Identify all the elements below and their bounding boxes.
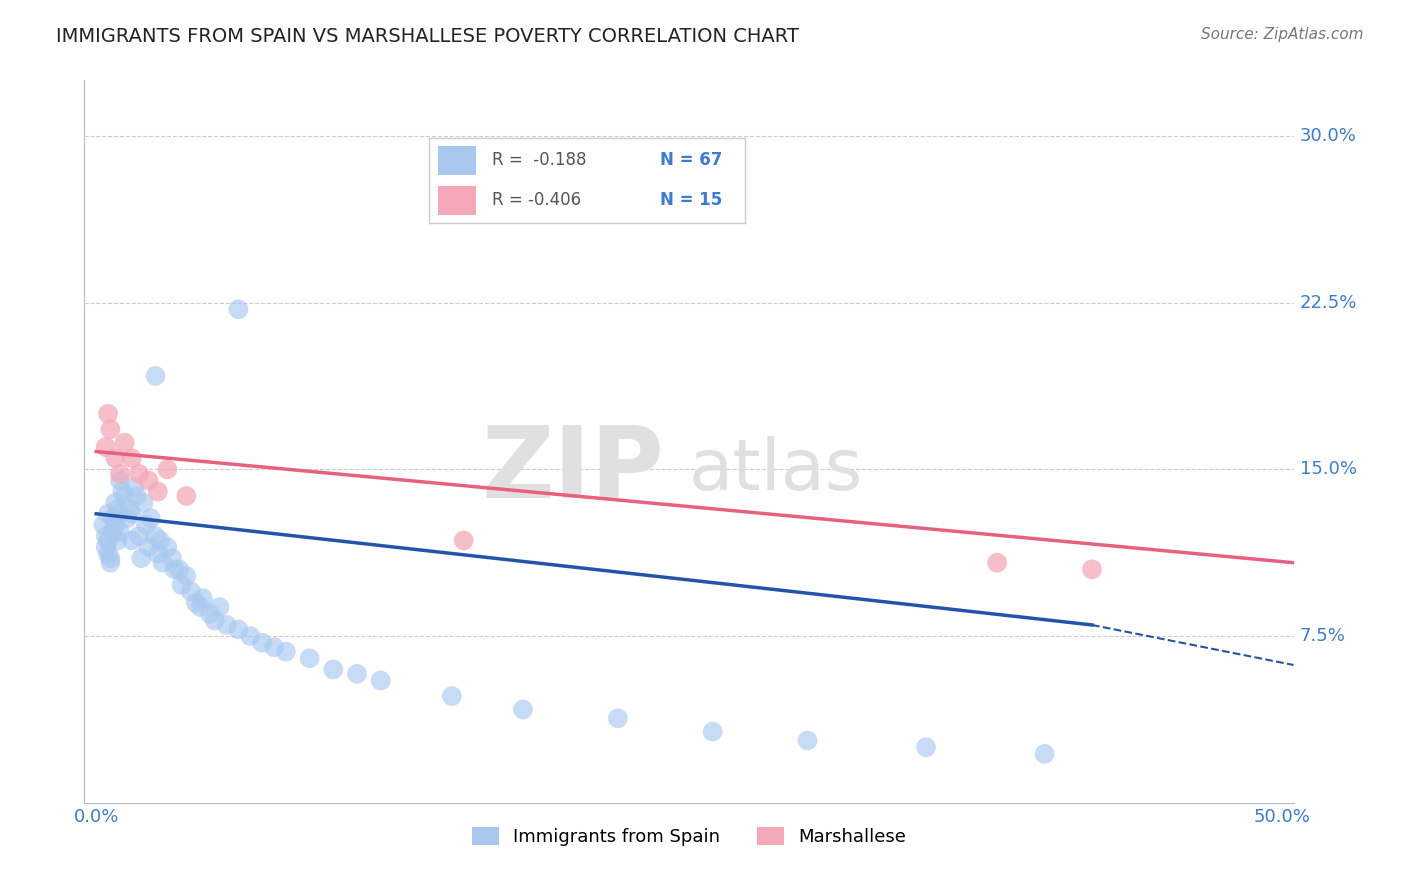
Text: R = -0.406: R = -0.406 bbox=[492, 191, 581, 209]
Point bbox=[101, 524, 124, 539]
Point bbox=[132, 496, 155, 510]
Point bbox=[108, 467, 131, 481]
Bar bbox=[439, 186, 477, 214]
Point bbox=[100, 551, 122, 566]
Point bbox=[239, 629, 262, 643]
Point bbox=[184, 596, 207, 610]
Point bbox=[440, 689, 463, 703]
Point bbox=[94, 540, 117, 554]
Point bbox=[250, 636, 273, 650]
Point bbox=[274, 645, 297, 659]
Point bbox=[107, 533, 129, 548]
Point bbox=[146, 484, 169, 499]
Text: Source: ZipAtlas.com: Source: ZipAtlas.com bbox=[1201, 27, 1364, 42]
Point bbox=[146, 547, 169, 561]
Point bbox=[104, 517, 127, 532]
Point bbox=[128, 467, 150, 481]
Point bbox=[152, 556, 174, 570]
Text: ZIP: ZIP bbox=[482, 422, 665, 519]
Point bbox=[453, 533, 475, 548]
Point bbox=[1033, 747, 1056, 761]
Point bbox=[91, 517, 114, 532]
Point bbox=[228, 623, 250, 637]
Point bbox=[163, 562, 186, 576]
Point bbox=[135, 517, 157, 532]
Point bbox=[191, 591, 214, 606]
Point bbox=[122, 480, 145, 494]
Point bbox=[129, 551, 152, 566]
Point bbox=[198, 607, 221, 621]
Point bbox=[263, 640, 285, 655]
Point bbox=[512, 702, 534, 716]
Point bbox=[125, 489, 148, 503]
Point bbox=[100, 556, 122, 570]
Text: 15.0%: 15.0% bbox=[1299, 460, 1357, 478]
Bar bbox=[439, 146, 477, 175]
Point bbox=[111, 484, 134, 499]
Point bbox=[101, 511, 124, 525]
Point bbox=[176, 489, 198, 503]
Point bbox=[138, 540, 160, 554]
Text: N = 15: N = 15 bbox=[659, 191, 723, 209]
Point bbox=[100, 422, 122, 436]
Point bbox=[115, 511, 138, 525]
Text: 7.5%: 7.5% bbox=[1299, 627, 1346, 645]
Point bbox=[370, 673, 392, 688]
Point bbox=[170, 578, 193, 592]
Point bbox=[228, 302, 250, 317]
Point bbox=[215, 618, 238, 632]
Point bbox=[107, 502, 129, 516]
Point bbox=[104, 496, 127, 510]
Point bbox=[1081, 562, 1104, 576]
Text: IMMIGRANTS FROM SPAIN VS MARSHALLESE POVERTY CORRELATION CHART: IMMIGRANTS FROM SPAIN VS MARSHALLESE POV… bbox=[56, 27, 799, 45]
Point bbox=[97, 507, 120, 521]
Point bbox=[114, 435, 136, 450]
Point bbox=[204, 614, 226, 628]
Point bbox=[97, 533, 120, 548]
Point bbox=[167, 562, 190, 576]
Point bbox=[346, 666, 368, 681]
Point bbox=[208, 600, 231, 615]
Point bbox=[606, 711, 628, 725]
Point bbox=[796, 733, 818, 747]
Point bbox=[121, 451, 143, 466]
Text: N = 67: N = 67 bbox=[659, 152, 723, 169]
Point bbox=[322, 662, 344, 676]
Point bbox=[156, 540, 179, 554]
Legend: Immigrants from Spain, Marshallese: Immigrants from Spain, Marshallese bbox=[463, 818, 915, 855]
Point bbox=[108, 507, 131, 521]
Point bbox=[915, 740, 938, 755]
Point bbox=[94, 529, 117, 543]
Text: 30.0%: 30.0% bbox=[1299, 127, 1357, 145]
Point bbox=[986, 556, 1008, 570]
Point bbox=[160, 551, 183, 566]
Point bbox=[128, 529, 150, 543]
Point bbox=[176, 569, 198, 583]
Point bbox=[702, 724, 724, 739]
Text: R =  -0.188: R = -0.188 bbox=[492, 152, 586, 169]
Point bbox=[118, 502, 141, 516]
Point bbox=[108, 524, 131, 539]
Point bbox=[108, 474, 131, 488]
Point bbox=[190, 600, 212, 615]
Point bbox=[139, 511, 162, 525]
Point bbox=[97, 407, 120, 421]
Point bbox=[138, 474, 160, 488]
Point bbox=[114, 489, 136, 503]
Point bbox=[94, 440, 117, 454]
Point bbox=[145, 368, 167, 383]
Point bbox=[97, 547, 120, 561]
Point bbox=[121, 533, 143, 548]
Text: 22.5%: 22.5% bbox=[1299, 293, 1357, 311]
Point bbox=[156, 462, 179, 476]
Point bbox=[149, 533, 172, 548]
Point bbox=[104, 451, 127, 466]
Point bbox=[145, 529, 167, 543]
Text: atlas: atlas bbox=[689, 436, 863, 505]
Point bbox=[180, 584, 202, 599]
Point bbox=[121, 507, 143, 521]
Point bbox=[298, 651, 321, 665]
